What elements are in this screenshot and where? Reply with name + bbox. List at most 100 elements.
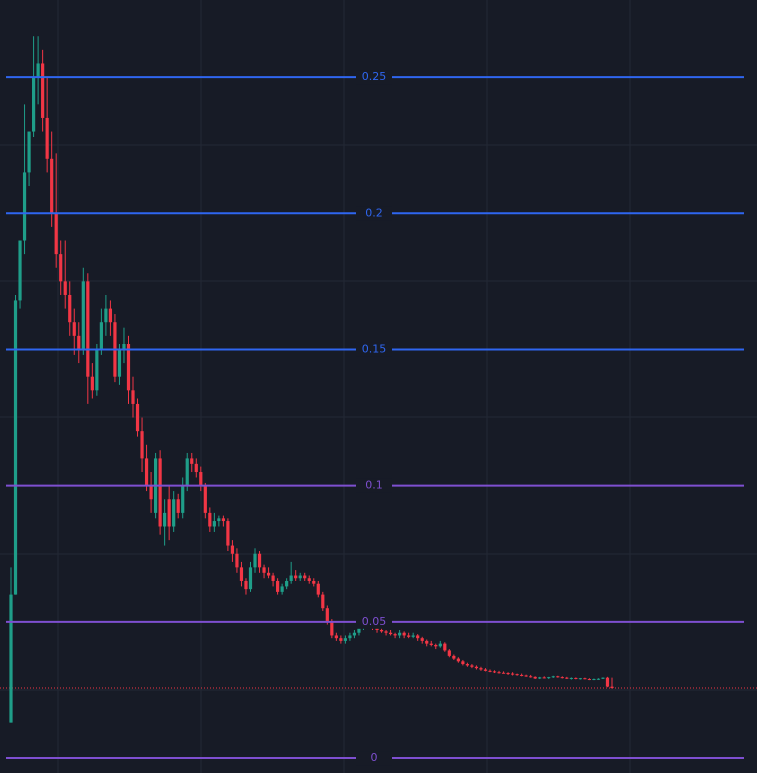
candle-body [86,281,90,377]
candle-body [203,485,207,513]
candle-body [529,676,533,678]
candle-body [72,322,76,336]
level-label: 0.25 [362,70,387,83]
candle-body [339,638,343,641]
candle-body [122,344,126,350]
candle-body [479,668,483,670]
candle-body [167,499,171,527]
level-label: 0.2 [365,206,383,219]
candle-body [429,643,433,645]
candle-body [411,635,415,637]
candle-body [601,677,605,679]
candle-body [9,594,13,723]
candle-body [18,240,22,301]
candle-body [474,666,479,669]
candle-body [407,635,411,637]
candle-body [144,458,149,486]
candle-body [22,172,27,241]
candle-body [465,664,469,666]
candle-body [438,643,442,647]
candle-body [357,627,361,633]
candle-body [99,322,103,350]
candle-body [104,308,108,323]
candle-body [592,679,596,681]
candle-body [68,294,72,323]
candle-body [384,631,388,633]
level-label: 0.1 [365,479,383,492]
candle-body [321,594,325,609]
candle-body [610,686,614,689]
candle-body [59,254,63,282]
candle-body [190,458,194,464]
level-label: 0 [371,751,378,764]
candle-body [398,632,402,636]
level-label-bg [356,342,392,357]
candle-body [416,635,420,639]
candle-body [510,673,515,675]
candle-body [402,632,406,636]
candle-body [276,580,280,592]
candle-body [560,677,564,679]
candle-body [379,630,384,632]
candle-body [230,545,235,554]
candle-body [194,463,198,473]
candle-body [45,117,49,159]
candle-body [483,669,488,671]
candle-body [172,499,176,527]
candle-body [54,213,58,255]
candle-body [547,677,551,679]
candle-body [434,644,438,647]
candle-body [13,300,18,595]
candle-body [524,675,528,677]
candle-body [316,583,320,595]
candle-body [348,635,352,639]
candle-body [239,567,244,581]
level-label-bg [356,751,392,766]
candle-body [271,575,275,581]
candle-body [343,638,347,641]
candle-body [221,518,225,522]
candle-body [556,676,560,678]
candle-body [583,678,587,680]
candle-body [163,512,167,527]
candle-body [185,458,189,486]
candle-body [108,308,113,323]
candle-body [596,678,601,680]
candle-body [253,553,257,568]
candle-body [244,580,248,590]
candle-body [452,655,456,659]
candle-body [393,634,397,636]
candle-body [312,580,316,584]
candle-body [303,575,307,579]
candle-body [131,390,135,404]
candle-body [81,281,85,350]
candle-body [520,674,524,676]
level-label-bg [356,614,392,629]
candle-body [330,621,334,636]
candle-body [95,349,99,391]
candle-body [470,665,474,667]
candle-body [565,677,569,679]
candle-body [158,458,162,527]
candle-body [605,677,610,687]
candle-body [515,674,519,676]
candle-body [181,485,185,513]
candle-body [352,632,357,636]
candle-body [538,677,542,679]
candle-body [77,335,81,350]
candle-body [587,679,592,681]
candle-body [298,575,302,579]
candle-body [36,63,40,78]
level-label-bg [356,478,392,493]
candle-body [506,673,510,675]
candle-body [257,553,262,568]
candle-body [262,567,266,573]
candle-body [294,575,298,579]
candle-body [217,518,221,522]
candle-body [199,472,203,486]
level-label: 0.05 [362,615,387,628]
level-label-bg [356,70,392,85]
candle-body [41,63,45,118]
candle-body [574,677,578,679]
